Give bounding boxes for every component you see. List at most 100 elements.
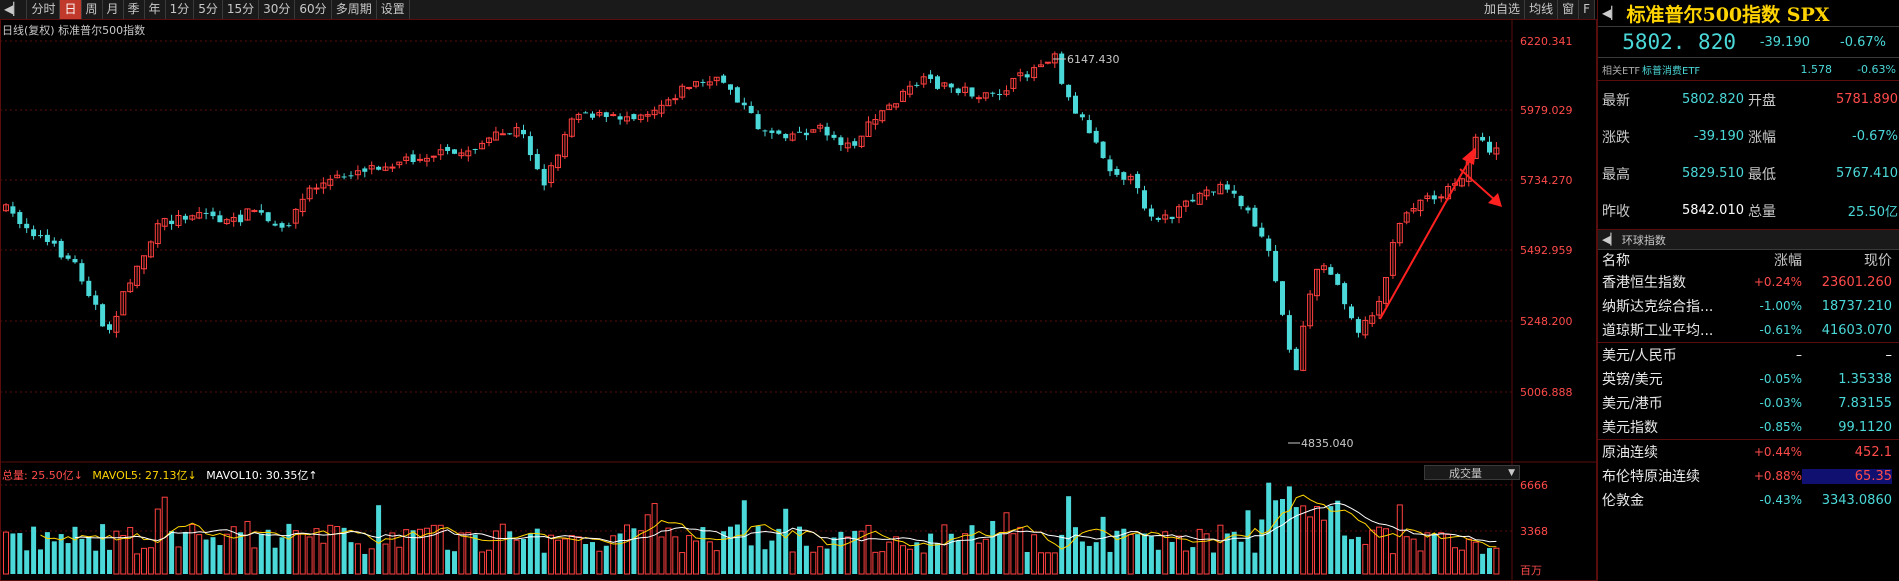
volume-bar-up bbox=[423, 527, 430, 575]
volume-bar-up bbox=[575, 536, 582, 575]
period-tab[interactable]: 周 bbox=[82, 0, 103, 19]
price-tick-label: 5492.959 bbox=[1520, 244, 1573, 257]
instrument-name: 标准普尔500指数 SPX bbox=[1626, 3, 1830, 26]
volume-bar-down bbox=[10, 533, 16, 574]
candle-body-down bbox=[762, 130, 768, 132]
volume-bar-up bbox=[686, 535, 693, 575]
index-name: 美元/港币 bbox=[1602, 396, 1663, 412]
indicator-select[interactable]: 成交量 ▼ bbox=[1424, 465, 1520, 480]
toolbar-action-button[interactable]: 加自选 bbox=[1480, 0, 1526, 19]
candle-body-down bbox=[948, 83, 954, 88]
volume-bar-up bbox=[1314, 506, 1320, 575]
candle-body-up bbox=[196, 212, 203, 219]
volume-bar-down bbox=[31, 526, 37, 574]
volume-bar-down bbox=[783, 508, 789, 574]
period-tab[interactable]: 5分 bbox=[194, 0, 223, 19]
volume-bar-down bbox=[169, 531, 175, 574]
volume-bar-down bbox=[700, 527, 706, 574]
toolbar-action-button[interactable]: 窗 bbox=[1558, 0, 1580, 19]
candle-body-down bbox=[1024, 74, 1030, 78]
candle-body-up bbox=[686, 86, 693, 89]
price-tick-label: 6220.341 bbox=[1520, 35, 1573, 48]
index-price: 1.35338 bbox=[1838, 371, 1892, 387]
index-row[interactable]: 美元/港币 -0.03% 7.83155 bbox=[1598, 391, 1899, 415]
candle-body-down bbox=[755, 114, 761, 130]
period-tab[interactable]: 月 bbox=[103, 0, 124, 19]
candle-body-down bbox=[824, 126, 830, 136]
period-tab[interactable]: 1分 bbox=[166, 0, 195, 19]
toolbar-action-button[interactable]: 均线 bbox=[1525, 0, 1559, 19]
candle-body-down bbox=[1273, 250, 1279, 282]
volume-bar-up bbox=[920, 552, 927, 575]
candle-body-down bbox=[521, 129, 526, 135]
volume-bar-up bbox=[982, 538, 989, 575]
period-tab[interactable]: 年 bbox=[145, 0, 166, 19]
index-row[interactable]: 原油连续 +0.44% 452.1 bbox=[1598, 439, 1899, 464]
index-row[interactable]: 美元指数 -0.85% 99.1120 bbox=[1598, 415, 1899, 439]
period-tab[interactable]: 30分 bbox=[259, 0, 296, 19]
toolbar-back-icon[interactable]: ◀▏ bbox=[0, 0, 28, 19]
volume-bar-up bbox=[637, 530, 644, 575]
index-price: 23601.260 bbox=[1821, 274, 1892, 290]
back-arrow-icon[interactable]: ◀▏ bbox=[1602, 6, 1621, 20]
volume-bar-down bbox=[1169, 541, 1175, 574]
candle-body-up bbox=[893, 103, 900, 108]
index-row[interactable]: 香港恒生指数 +0.24% 23601.260 bbox=[1598, 270, 1899, 294]
candle-body-up bbox=[886, 104, 893, 111]
volume-bar-down bbox=[100, 524, 106, 574]
candlestick-chart[interactable]: 6220.341 5979.029 5734.270 5492.959 5248.200… bbox=[0, 19, 1597, 581]
volume-bar-down bbox=[272, 547, 278, 574]
index-row[interactable]: 美元/人民币 – – bbox=[1598, 342, 1899, 367]
related-etf-row[interactable]: 相关ETF 标普消费ETF 1.578 -0.63% bbox=[1598, 58, 1899, 81]
volume-tick-label: 3368 bbox=[1520, 525, 1548, 538]
index-row[interactable]: 英镑/美元 -0.05% 1.35338 bbox=[1598, 367, 1899, 391]
index-row[interactable]: 布伦特原油连续 +0.88% 65.35 bbox=[1598, 464, 1899, 488]
chart-title: 日线(复权) 标准普尔500指数 bbox=[2, 24, 146, 37]
candle-body-up bbox=[437, 149, 444, 156]
candle-body-up bbox=[637, 114, 644, 120]
candle-body-down bbox=[969, 87, 975, 97]
period-tab[interactable]: 分时 bbox=[27, 0, 61, 19]
period-tab[interactable]: 设置 bbox=[377, 0, 410, 19]
index-row[interactable]: 道琼斯工业平均... -0.61% 41603.070 bbox=[1598, 318, 1899, 342]
volume-bar-down bbox=[603, 545, 609, 574]
candle-body-down bbox=[279, 223, 285, 228]
volume-bar-up bbox=[223, 533, 230, 575]
stat-value: 5829.510 bbox=[1681, 166, 1744, 181]
candle-body-down bbox=[1286, 315, 1292, 350]
quote-stats: 最新 5802.820 开盘 5781.890 涨跌 -39.190 涨幅 -0.67% 最高 5… bbox=[1598, 81, 1899, 229]
global-indices-header[interactable]: ◀▏ 环球指数 bbox=[1598, 229, 1899, 250]
period-tab[interactable]: 15分 bbox=[223, 0, 260, 19]
index-row[interactable]: 纳斯达克综合指... -1.00% 18737.210 bbox=[1598, 294, 1899, 318]
candle-body-down bbox=[376, 166, 382, 170]
candle-body-up bbox=[1038, 64, 1044, 68]
volume-bar-down bbox=[58, 534, 64, 574]
volume-bar-up bbox=[1438, 532, 1445, 575]
candle-body-down bbox=[1245, 207, 1251, 211]
related-etf-pct: -0.63% bbox=[1857, 62, 1896, 76]
index-row[interactable]: 伦敦金 -0.43% 3343.0860 bbox=[1598, 488, 1899, 512]
volume-bar-up bbox=[906, 548, 913, 575]
volume-bar-down bbox=[362, 553, 368, 574]
period-tab[interactable]: 60分 bbox=[295, 0, 332, 19]
candle-body-down bbox=[272, 223, 278, 226]
candle-body-down bbox=[617, 116, 623, 120]
volume-bar-up bbox=[1162, 531, 1169, 575]
toolbar-right-actions: 加自选 均线窗 F bbox=[1480, 0, 1595, 19]
toolbar-action-button[interactable]: F bbox=[1579, 0, 1595, 19]
trend-arrow-up bbox=[1379, 158, 1471, 320]
period-tab[interactable]: 多周期 bbox=[332, 0, 377, 19]
candle-body-up bbox=[624, 116, 630, 122]
candle-body-up bbox=[1389, 242, 1396, 276]
volume-bar-down bbox=[1280, 498, 1285, 574]
volume-bar-up bbox=[141, 547, 147, 575]
index-name: 英镑/美元 bbox=[1602, 372, 1663, 388]
low-marker-label: 4835.040 bbox=[1301, 437, 1354, 450]
volume-bar-down bbox=[1066, 496, 1072, 574]
period-tab[interactable]: 季 bbox=[124, 0, 145, 19]
period-tab[interactable]: 日 bbox=[60, 0, 82, 19]
volume-bar-down bbox=[65, 543, 71, 574]
chevron-down-icon: ▼ bbox=[1508, 468, 1515, 478]
volume-bar-up bbox=[127, 527, 134, 575]
candle-body-down bbox=[1238, 195, 1244, 207]
